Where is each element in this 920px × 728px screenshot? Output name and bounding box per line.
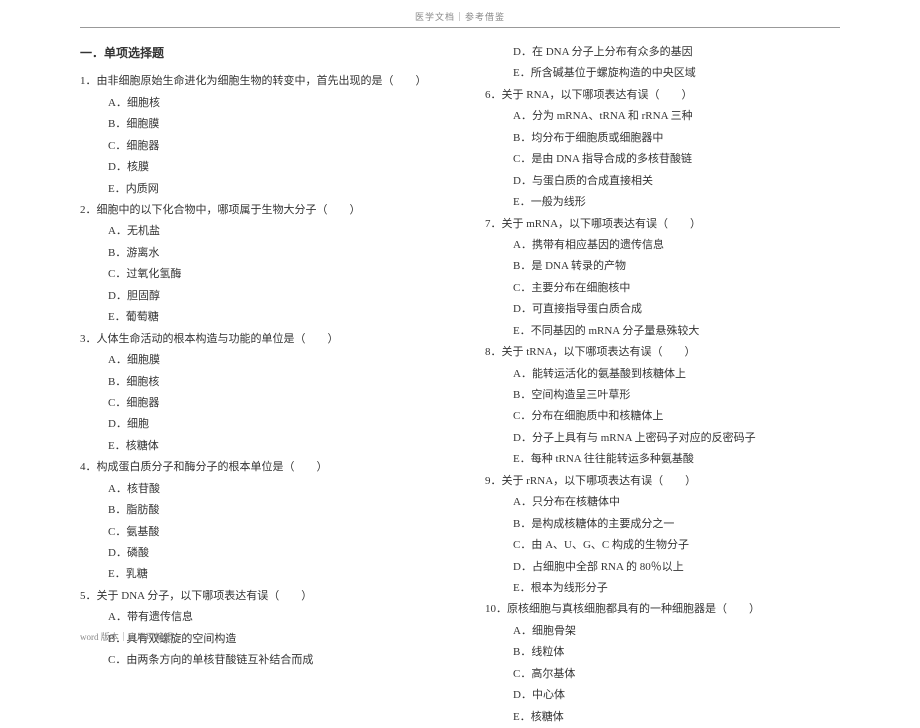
answer-option: A．分为 mRNA、tRNA 和 rRNA 三种 (485, 106, 840, 127)
answer-option: C．分布在细胞质中和核糖体上 (485, 406, 840, 427)
answer-option: C．由 A、U、G、C 构成的生物分子 (485, 535, 840, 556)
question-stem: 3．人体生命活动的根本构造与功能的单位是（ ） (80, 329, 435, 350)
answer-option: B．是构成核糖体的主要成分之一 (485, 514, 840, 535)
answer-option: B．均分布于细胞质或细胞器中 (485, 128, 840, 149)
answer-option: D．细胞 (80, 414, 435, 435)
answer-option: A．携带有相应基因的遗传信息 (485, 235, 840, 256)
answer-option: E．核糖体 (485, 707, 840, 728)
answer-option: D．核膜 (80, 157, 435, 178)
answer-option: A．核苷酸 (80, 479, 435, 500)
answer-option: A．带有遗传信息 (80, 607, 435, 628)
answer-option: D．在 DNA 分子上分布有众多的基因 (485, 42, 840, 63)
answer-option: C．是由 DNA 指导合成的多核苷酸链 (485, 149, 840, 170)
col2-lines: D．在 DNA 分子上分布有众多的基因E．所含碱基位于螺旋构造的中央区域6．关于… (485, 42, 840, 728)
answer-option: E．内质网 (80, 179, 435, 200)
answer-option: E．核糖体 (80, 436, 435, 457)
page-header: 医学文档｜参考借鉴 (80, 10, 840, 28)
question-stem: 10．原核细胞与真核细胞都具有的一种细胞器是（ ） (485, 599, 840, 620)
col1-lines: 1．由非细胞原始生命进化为细胞生物的转变中，首先出现的是（ ）A．细胞核B．细胞… (80, 71, 435, 671)
question-stem: 7．关于 mRNA，以下哪项表达有误（ ） (485, 214, 840, 235)
answer-option: E．不同基因的 mRNA 分子量悬殊较大 (485, 321, 840, 342)
answer-option: D．中心体 (485, 685, 840, 706)
answer-option: B．细胞核 (80, 372, 435, 393)
answer-option: C．氨基酸 (80, 522, 435, 543)
answer-option: D．胆固醇 (80, 286, 435, 307)
page-footer: word 版本｜实用可编辑 (80, 630, 173, 643)
answer-option: E．根本为线形分子 (485, 578, 840, 599)
answer-option: E．每种 tRNA 往往能转运多种氨基酸 (485, 449, 840, 470)
answer-option: D．磷酸 (80, 543, 435, 564)
question-stem: 9．关于 rRNA，以下哪项表达有误（ ） (485, 471, 840, 492)
answer-option: B．细胞膜 (80, 114, 435, 135)
question-stem: 4．构成蛋白质分子和酶分子的根本单位是（ ） (80, 457, 435, 478)
answer-option: D．占细胞中全部 RNA 的 80％以上 (485, 557, 840, 578)
answer-option: E．乳糖 (80, 564, 435, 585)
answer-option: C．细胞器 (80, 136, 435, 157)
question-stem: 8．关于 tRNA，以下哪项表达有误（ ） (485, 342, 840, 363)
answer-option: E．所含碱基位于螺旋构造的中央区域 (485, 63, 840, 84)
answer-option: B．游离水 (80, 243, 435, 264)
section-title: 一．单项选择题 (80, 42, 435, 65)
content-columns: 一．单项选择题 1．由非细胞原始生命进化为细胞生物的转变中，首先出现的是（ ）A… (80, 42, 840, 728)
answer-option: C．高尔基体 (485, 664, 840, 685)
question-stem: 5．关于 DNA 分子，以下哪项表达有误（ ） (80, 586, 435, 607)
question-stem: 2．细胞中的以下化合物中，哪项属于生物大分子（ ） (80, 200, 435, 221)
answer-option: A．只分布在核糖体中 (485, 492, 840, 513)
answer-option: C．由两条方向的单核苷酸链互补结合而成 (80, 650, 435, 671)
answer-option: E．一般为线形 (485, 192, 840, 213)
answer-option: B．空间构造呈三叶草形 (485, 385, 840, 406)
answer-option: C．过氧化氢酶 (80, 264, 435, 285)
question-stem: 1．由非细胞原始生命进化为细胞生物的转变中，首先出现的是（ ） (80, 71, 435, 92)
answer-option: D．分子上具有与 mRNA 上密码子对应的反密码子 (485, 428, 840, 449)
answer-option: D．可直接指导蛋白质合成 (485, 299, 840, 320)
column-left: 一．单项选择题 1．由非细胞原始生命进化为细胞生物的转变中，首先出现的是（ ）A… (80, 42, 435, 728)
question-stem: 6．关于 RNA，以下哪项表达有误（ ） (485, 85, 840, 106)
answer-option: B．脂肪酸 (80, 500, 435, 521)
answer-option: A．无机盐 (80, 221, 435, 242)
answer-option: A．能转运活化的氨基酸到核糖体上 (485, 364, 840, 385)
answer-option: A．细胞核 (80, 93, 435, 114)
page: 医学文档｜参考借鉴 一．单项选择题 1．由非细胞原始生命进化为细胞生物的转变中，… (0, 0, 920, 651)
answer-option: D．与蛋白质的合成直接相关 (485, 171, 840, 192)
answer-option: C．细胞器 (80, 393, 435, 414)
answer-option: A．细胞膜 (80, 350, 435, 371)
answer-option: B．线粒体 (485, 642, 840, 663)
answer-option: C．主要分布在细胞核中 (485, 278, 840, 299)
answer-option: E．葡萄糖 (80, 307, 435, 328)
column-right: D．在 DNA 分子上分布有众多的基因E．所含碱基位于螺旋构造的中央区域6．关于… (485, 42, 840, 728)
answer-option: A．细胞骨架 (485, 621, 840, 642)
answer-option: B．是 DNA 转录的产物 (485, 256, 840, 277)
